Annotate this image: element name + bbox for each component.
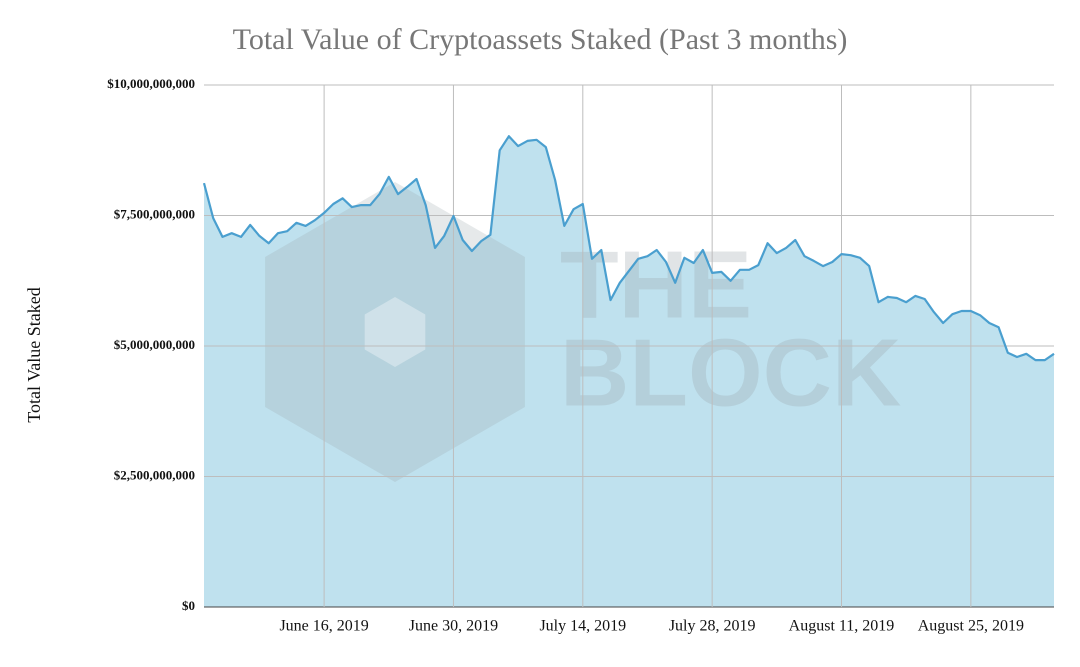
line [202, 135, 1055, 362]
x-tick-label: June 16, 2019 [279, 618, 368, 635]
y-tick-label: $0 [182, 598, 195, 613]
y-axis-label: Total Value Staked [24, 287, 44, 422]
watermark-text: BLOCK [560, 319, 901, 426]
y-tick-label: $5,000,000,000 [114, 337, 195, 352]
watermark-hexagon [265, 182, 525, 482]
y-tick-label: $7,500,000,000 [114, 206, 195, 221]
x-tick-label: August 11, 2019 [789, 618, 895, 635]
watermark-hexagon-inner [364, 297, 426, 367]
chart-title: Total Value of Cryptoassets Staked (Past… [233, 23, 848, 56]
x-tick-label: July 28, 2019 [669, 618, 756, 635]
x-tick-label: June 30, 2019 [409, 618, 498, 635]
y-tick-label: $10,000,000,000 [107, 76, 195, 91]
x-tick-label: August 25, 2019 [918, 618, 1024, 635]
x-tick-label: July 14, 2019 [539, 618, 626, 635]
y-tick-label: $2,500,000,000 [114, 467, 195, 482]
